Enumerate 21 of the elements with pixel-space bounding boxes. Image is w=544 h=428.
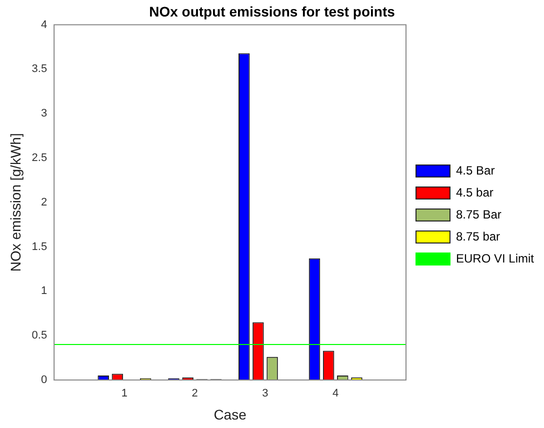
legend-label: EURO VI Limit [456,251,535,266]
x-tick-label: 1 [121,388,128,400]
y-tick-label: 4 [40,18,48,31]
chart-title: NOx output emissions for test points [149,3,396,20]
x-tick-label: 3 [262,388,268,400]
legend-label: 8.75 Bar [456,207,502,222]
y-tick-label: 2 [40,196,48,208]
y-tick-label: 3 [40,108,48,120]
legend-label: 8.75 bar [456,229,500,244]
y-tick-label: 0 [40,374,48,386]
y-tick-label: 1 [40,285,48,298]
x-tick-label: 2 [192,388,198,400]
y-tick-label: 2.5 [32,152,48,164]
x-axis-title: Case [214,406,247,422]
y-axis-title: NOx emission [g/kWh] [7,133,24,272]
y-tick-label: 0.5 [32,330,48,342]
legend-label: 4.5 Bar [456,163,495,178]
x-tick-label: 4 [332,388,339,400]
legend-label: 4.5 bar [456,185,494,200]
y-tick-label: 1.5 [32,240,48,253]
y-tick-label: 3.5 [32,63,48,76]
